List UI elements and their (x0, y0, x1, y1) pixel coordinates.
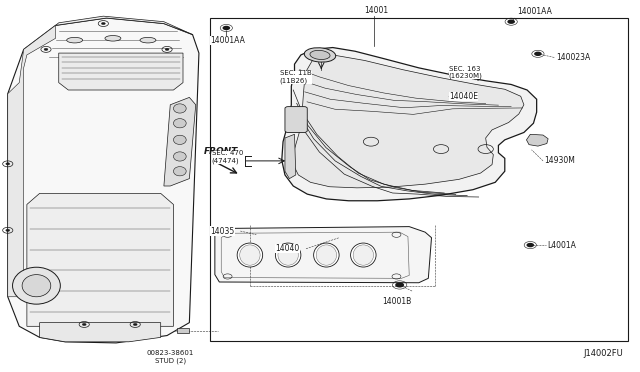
Ellipse shape (22, 275, 51, 297)
Circle shape (101, 22, 105, 25)
Ellipse shape (316, 245, 337, 265)
Polygon shape (282, 48, 537, 201)
Ellipse shape (310, 50, 330, 60)
Text: 00823-38601
STUD (2): 00823-38601 STUD (2) (147, 350, 194, 364)
Ellipse shape (275, 243, 301, 267)
Polygon shape (215, 227, 431, 283)
Text: 14001B: 14001B (382, 297, 411, 306)
Ellipse shape (67, 38, 83, 43)
Text: 14001: 14001 (365, 6, 388, 15)
Polygon shape (164, 97, 196, 186)
Polygon shape (8, 18, 199, 343)
Polygon shape (59, 53, 183, 90)
Ellipse shape (304, 48, 336, 62)
Text: SEC. 470
(47474): SEC. 470 (47474) (212, 150, 243, 164)
Bar (177, 328, 189, 333)
Text: J14002FU: J14002FU (583, 349, 623, 358)
Circle shape (6, 229, 10, 231)
Ellipse shape (105, 36, 121, 41)
Circle shape (6, 163, 10, 165)
Text: 140023A: 140023A (556, 53, 590, 62)
Polygon shape (527, 134, 548, 146)
Polygon shape (8, 25, 56, 297)
Text: 14040: 14040 (275, 244, 300, 253)
Ellipse shape (237, 243, 262, 267)
Circle shape (83, 323, 86, 326)
Polygon shape (40, 323, 161, 342)
Text: FRONT: FRONT (204, 147, 238, 156)
Ellipse shape (173, 104, 186, 113)
Circle shape (133, 323, 137, 326)
Circle shape (527, 243, 534, 247)
Ellipse shape (173, 135, 186, 144)
Polygon shape (293, 55, 524, 188)
FancyBboxPatch shape (285, 107, 307, 132)
Circle shape (508, 19, 515, 24)
Circle shape (223, 26, 230, 30)
Polygon shape (285, 134, 296, 179)
Polygon shape (27, 193, 173, 326)
Polygon shape (56, 16, 193, 35)
Ellipse shape (13, 267, 60, 304)
Ellipse shape (278, 245, 298, 265)
Ellipse shape (173, 167, 186, 176)
Ellipse shape (240, 245, 260, 265)
Ellipse shape (314, 243, 339, 267)
Bar (211, 18, 628, 341)
Ellipse shape (351, 243, 376, 267)
Circle shape (534, 52, 541, 56)
Circle shape (395, 282, 404, 288)
Text: 14001AA: 14001AA (518, 7, 552, 16)
Ellipse shape (353, 245, 374, 265)
Text: L4001A: L4001A (547, 241, 577, 250)
Circle shape (165, 48, 169, 51)
Text: 14930M: 14930M (544, 156, 575, 166)
Text: 14040E: 14040E (449, 92, 477, 101)
Text: 14035: 14035 (211, 227, 235, 235)
Ellipse shape (173, 152, 186, 161)
Circle shape (44, 48, 48, 51)
Text: SEC. 163
(16230M): SEC. 163 (16230M) (449, 65, 483, 79)
Text: SEC. 11B
(11B26): SEC. 11B (11B26) (280, 70, 312, 84)
Ellipse shape (173, 119, 186, 128)
Text: 14001AA: 14001AA (211, 36, 245, 45)
Ellipse shape (140, 38, 156, 43)
